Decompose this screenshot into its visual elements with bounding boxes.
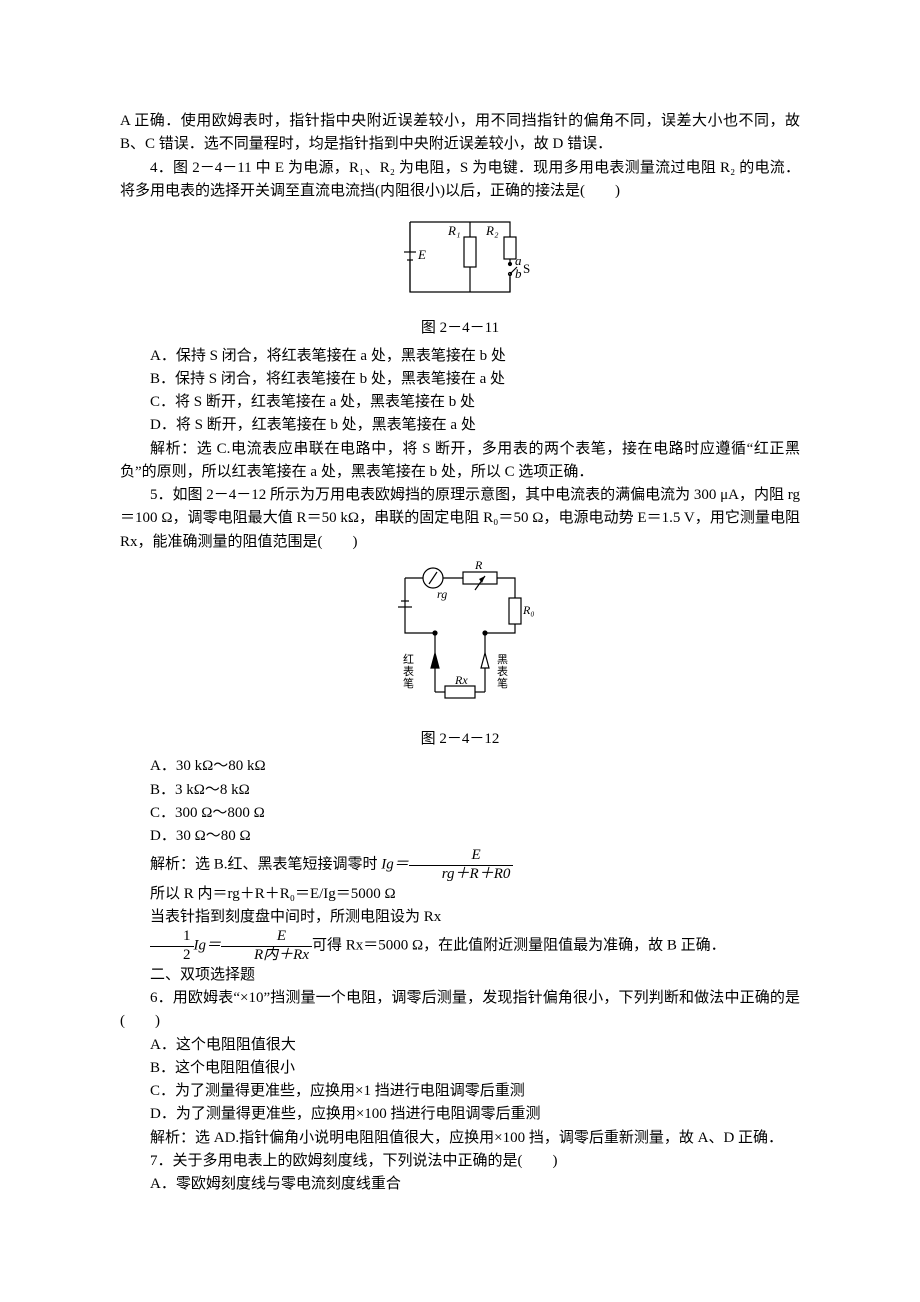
sol4-half: 12 bbox=[150, 929, 194, 964]
q6-solution: 解析：选 AD.指针偏角小说明电阻阻值很大，应换用×100 挡，调零后重新测量，… bbox=[120, 1127, 800, 1150]
label-red-probe3: 笔 bbox=[403, 676, 414, 690]
q5-stem: 5．如图 2－4－12 所示为万用电表欧姆挡的原理示意图，其中电流表的满偏电流为… bbox=[120, 484, 800, 554]
q5-solution-line4: 12Ig＝ER内＋Rx可得 Rx＝5000 Ω，在此值附近测量阻值最为准确，故 … bbox=[120, 929, 800, 964]
figure-2-4-12: rg R R₀ Rx 红 表 笔 黑 表 笔 bbox=[120, 558, 800, 726]
sol4-num: E bbox=[221, 929, 312, 946]
q5-solution-line1: 解析：选 B.红、黑表笔短接调零时 Ig＝Erg＋R＋R0 bbox=[120, 848, 800, 883]
q4-solution: 解析：选 C.电流表应串联在电路中，将 S 断开，多用表的两个表笔，接在电路时应… bbox=[120, 438, 800, 485]
q7-option-a: A．零欧姆刻度线与零电流刻度线重合 bbox=[120, 1173, 800, 1196]
label-red-probe2: 表 bbox=[403, 664, 414, 678]
q6-option-a: A．这个电阻阻值很大 bbox=[120, 1034, 800, 1057]
sol1-den: rg＋R＋R0 bbox=[409, 865, 514, 883]
label-red-probe: 红 bbox=[403, 653, 414, 666]
q5-option-b: B．3 kΩ～8 kΩ bbox=[120, 779, 800, 802]
sol4-mid: Ig＝ bbox=[194, 938, 222, 954]
sol1-num: E bbox=[409, 848, 514, 865]
q4-option-d: D．将 S 断开，红表笔接在 b 处，黑表笔接在 a 处 bbox=[120, 414, 800, 437]
label-black-probe: 黑 bbox=[497, 653, 508, 666]
q4-option-c: C．将 S 断开，红表笔接在 a 处，黑表笔接在 b 处 bbox=[120, 391, 800, 414]
sol4-half-den: 2 bbox=[150, 946, 194, 964]
label-Rx: Rx bbox=[454, 673, 468, 687]
q4-option-a: A．保持 S 闭合，将红表笔接在 a 处，黑表笔接在 b 处 bbox=[120, 345, 800, 368]
q6-option-d: D．为了测量得更准些，应换用×100 挡进行电阻调零后重测 bbox=[120, 1103, 800, 1126]
q4-stem: 4．图 2－4－11 中 E 为电源，R₁、R₂ 为电阻，S 为电键．现用多用电… bbox=[120, 157, 800, 204]
figure-2-4-12-caption: 图 2－4－12 bbox=[120, 728, 800, 751]
sol1-lhs: Ig＝ bbox=[381, 857, 409, 873]
q5-solution-line3: 当表针指到刻度盘中间时，所测电阻设为 Rx bbox=[120, 906, 800, 929]
label-b: b bbox=[515, 266, 522, 281]
figure-2-4-11-caption: 图 2－4－11 bbox=[120, 317, 800, 340]
q5-option-a: A．30 kΩ～80 kΩ bbox=[120, 755, 800, 778]
figure-2-4-11: E R₁ R₂ a b S bbox=[120, 207, 800, 315]
sol4-frac: ER内＋Rx bbox=[221, 929, 312, 964]
q4-option-b: B．保持 S 闭合，将红表笔接在 b 处，黑表笔接在 a 处 bbox=[120, 368, 800, 391]
sol4-post: 可得 Rx＝5000 Ω，在此值附近测量阻值最为准确，故 B 正确． bbox=[312, 938, 726, 954]
section-2-heading: 二、双项选择题 bbox=[120, 964, 800, 987]
label-R2: R₂ bbox=[485, 223, 499, 238]
sol1-frac: Erg＋R＋R0 bbox=[409, 848, 514, 883]
label-black-probe3: 笔 bbox=[497, 676, 508, 690]
label-R1: R₁ bbox=[447, 223, 460, 238]
label-S: S bbox=[523, 261, 530, 276]
label-E: E bbox=[417, 247, 426, 262]
q7-stem: 7．关于多用电表上的欧姆刻度线，下列说法中正确的是( ) bbox=[120, 1150, 800, 1173]
carryover-text: A 正确．使用欧姆表时，指针指中央附近误差较小，用不同挡指针的偏角不同，误差大小… bbox=[120, 110, 800, 157]
q6-option-b: B．这个电阻阻值很小 bbox=[120, 1057, 800, 1080]
q6-option-c: C．为了测量得更准些，应换用×1 挡进行电阻调零后重测 bbox=[120, 1080, 800, 1103]
q5-option-c: C．300 Ω～800 Ω bbox=[120, 802, 800, 825]
label-R: R bbox=[474, 558, 483, 572]
q5-option-d: D．30 Ω～80 Ω bbox=[120, 825, 800, 848]
sol1-pre: 解析：选 B.红、黑表笔短接调零时 bbox=[150, 857, 381, 873]
q6-stem: 6．用欧姆表“×10”挡测量一个电阻，调零后测量，发现指针偏角很小，下列判断和做… bbox=[120, 987, 800, 1034]
sol4-half-num: 1 bbox=[150, 929, 194, 946]
sol4-den: R内＋Rx bbox=[221, 946, 312, 964]
q5-solution-line2: 所以 R 内＝rg＋R＋R₀＝E/Ig＝5000 Ω bbox=[120, 883, 800, 906]
label-R0: R₀ bbox=[522, 603, 535, 617]
label-black-probe2: 表 bbox=[497, 664, 508, 678]
label-rg: rg bbox=[437, 587, 447, 601]
